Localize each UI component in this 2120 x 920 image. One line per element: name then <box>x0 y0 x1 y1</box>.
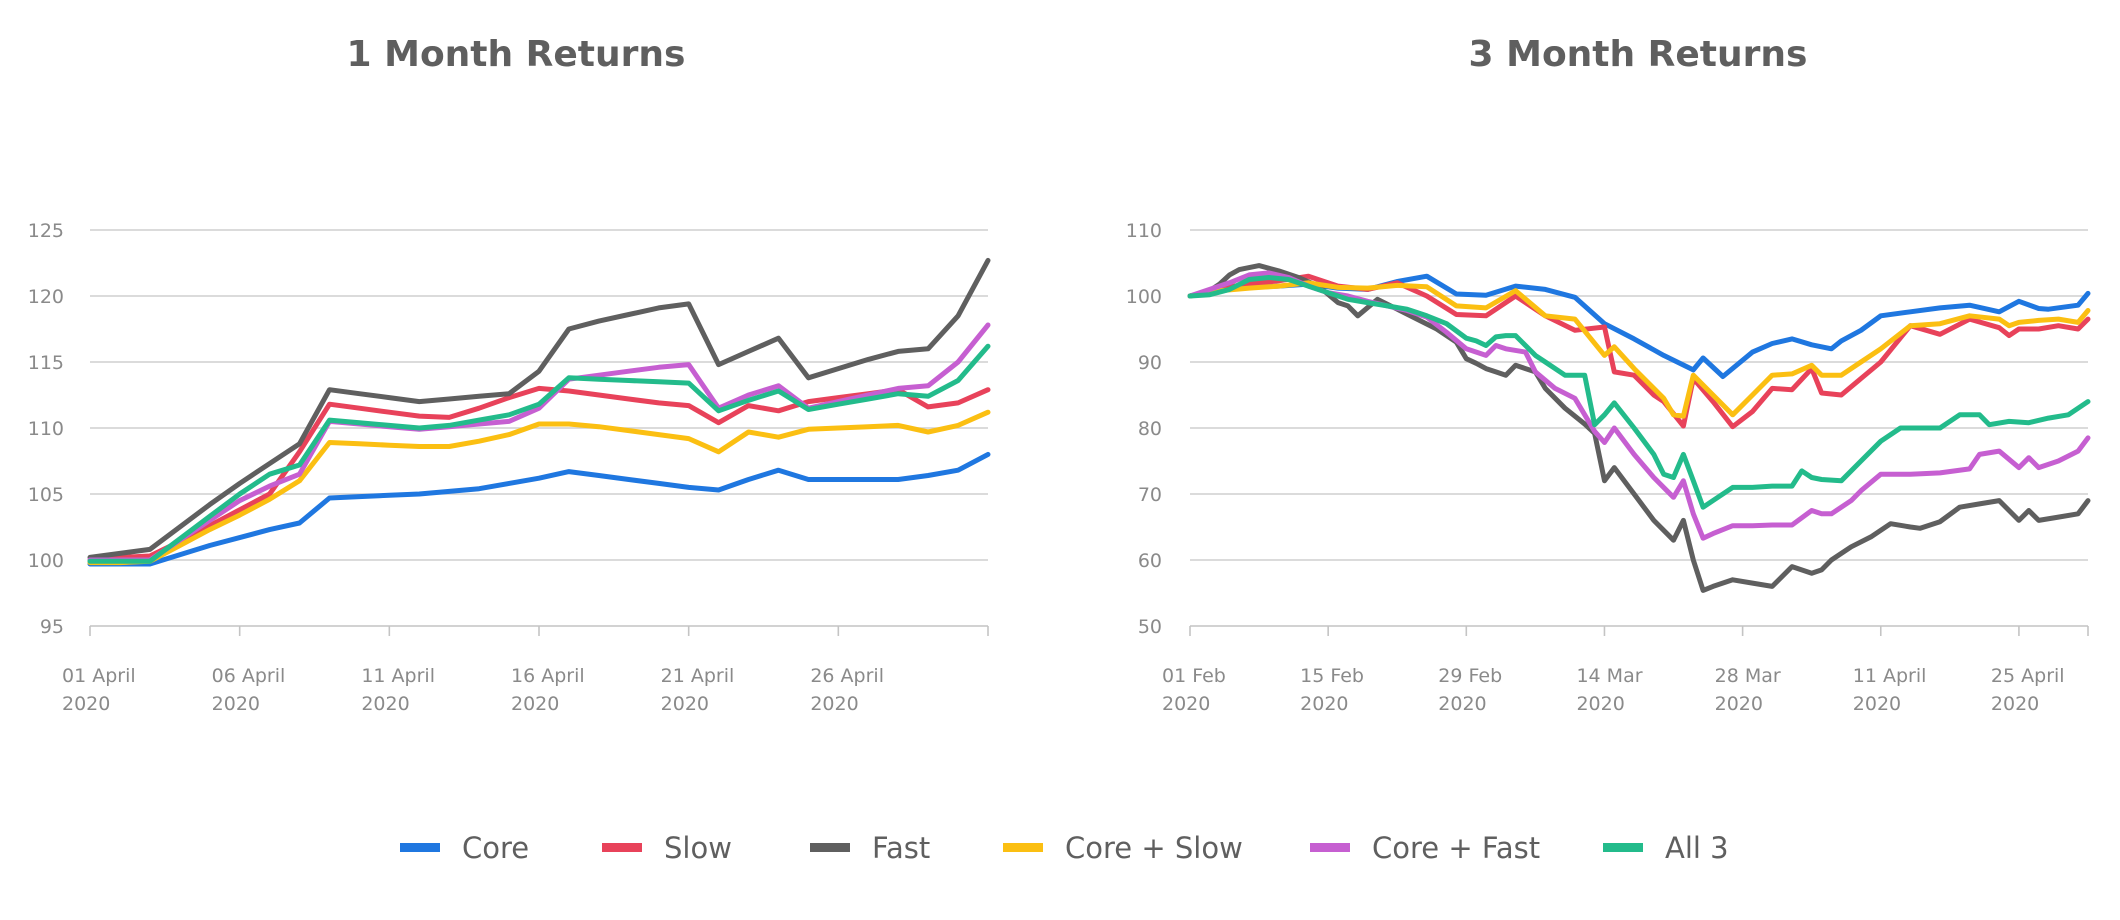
x-tick-label: 11 April 2020 <box>1853 665 1927 715</box>
y-tick-label: 100 <box>28 550 64 572</box>
legend-label-core-plus-fast: Core + Fast <box>1372 831 1540 865</box>
series-line-slow <box>87 385 991 563</box>
series-line-all-3 <box>1187 275 2091 510</box>
series-line-core <box>87 451 991 567</box>
y-tick-label: 120 <box>28 286 64 308</box>
y-tick-label: 50 <box>1138 616 1162 638</box>
legend-label-slow: Slow <box>664 831 732 865</box>
legend-swatch-fast <box>810 843 850 852</box>
x-tick-label: 14 Mar 2020 <box>1576 665 1642 715</box>
y-tick-label: 110 <box>1126 220 1162 242</box>
legend-swatch-all-3 <box>1603 843 1643 852</box>
chart-title-1-month: 1 Month Returns <box>347 34 686 75</box>
x-tick-label: 25 April 2020 <box>1991 665 2065 715</box>
panel-3-month-returns: 50 60 70 80 90 100 110 01 Feb 2020 15 Feb 2020 29 F… <box>1126 220 2091 715</box>
x-tick-label: 16 April 2020 <box>511 665 585 715</box>
legend-swatch-core-plus-slow <box>1003 843 1043 852</box>
series-line-core-plus-slow <box>1187 280 2091 419</box>
legend-swatch-core-plus-fast <box>1310 843 1350 852</box>
legend-label-core-plus-slow: Core + Slow <box>1065 831 1243 865</box>
y-tick-label: 70 <box>1138 484 1162 506</box>
y-tick-label: 60 <box>1138 550 1162 572</box>
x-tick-label: 11 April 2020 <box>361 665 435 715</box>
x-tick-label: 26 April 2020 <box>810 665 884 715</box>
y-tick-label: 110 <box>28 418 64 440</box>
series-line-core-plus-slow <box>87 409 991 566</box>
legend-label-fast: Fast <box>872 831 930 865</box>
y-tick-label: 90 <box>1138 352 1162 374</box>
series-line-slow <box>1187 273 2091 430</box>
x-tick-label: 21 April 2020 <box>661 665 735 715</box>
chart-title-3-month: 3 Month Returns <box>1469 34 1808 75</box>
series-line-fast <box>87 257 991 560</box>
legend-swatch-slow <box>602 843 642 852</box>
legend-label-all-3: All 3 <box>1665 831 1729 865</box>
y-tick-label: 115 <box>28 352 64 374</box>
series-line-core-plus-fast <box>87 322 991 563</box>
y-tick-label: 125 <box>28 220 64 242</box>
series-line-all-3 <box>87 343 991 564</box>
x-tick-label: 01 Feb 2020 <box>1162 665 1226 715</box>
y-tick-label: 95 <box>40 616 64 638</box>
legend: Core Slow Fast Core + Slow Core + Fast All 3 <box>400 831 1729 865</box>
y-tick-label: 100 <box>1126 286 1162 308</box>
legend-swatch-core <box>400 843 440 852</box>
y-tick-label: 105 <box>28 484 64 506</box>
series-line-fast <box>1187 263 2091 593</box>
y-tick-label: 80 <box>1138 418 1162 440</box>
x-tick-label: 06 April 2020 <box>212 665 286 715</box>
x-tick-label: 28 Mar 2020 <box>1715 665 1781 715</box>
legend-label-core: Core <box>462 831 529 865</box>
x-tick-label: 29 Feb 2020 <box>1438 665 1502 715</box>
x-tick-label: 01 April 2020 <box>62 665 136 715</box>
panel-1-month-returns: 95 100 105 110 115 120 125 01 April 2020 06 April… <box>28 220 991 715</box>
x-tick-label: 15 Feb 2020 <box>1300 665 1364 715</box>
